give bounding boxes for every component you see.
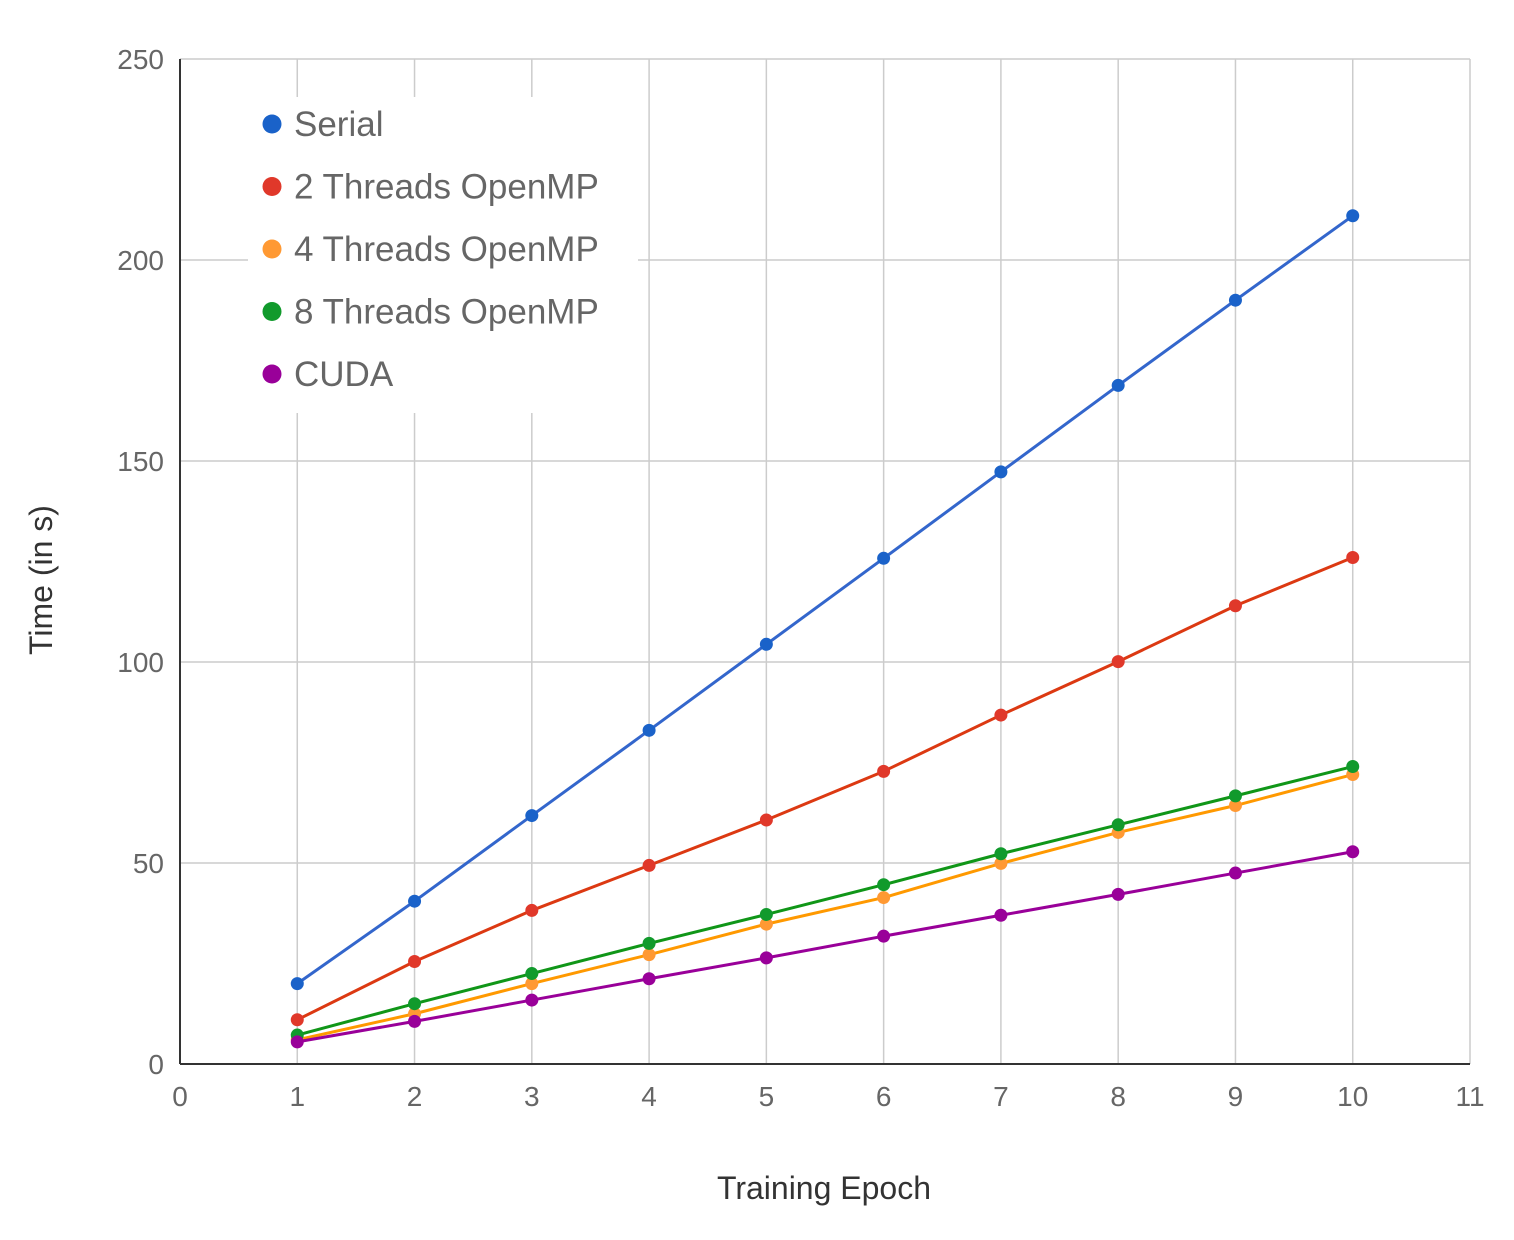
data-point <box>408 954 422 968</box>
y-tick-label: 0 <box>148 1049 164 1080</box>
data-point <box>877 891 891 905</box>
axes <box>179 59 1470 1065</box>
y-axis-title: Time (in s) <box>23 505 59 655</box>
data-point <box>1346 760 1360 774</box>
data-point <box>408 997 422 1011</box>
data-point <box>525 903 539 917</box>
data-point <box>642 858 656 872</box>
legend-label: Serial <box>294 105 383 144</box>
legend-marker <box>262 302 282 321</box>
data-point <box>290 1013 304 1027</box>
data-point <box>877 929 891 943</box>
data-point <box>408 1014 422 1028</box>
x-axis-title: Training Epoch <box>717 1170 931 1206</box>
data-point <box>525 993 539 1007</box>
data-point <box>1346 209 1360 223</box>
x-tick-label: 6 <box>876 1081 892 1112</box>
series-line <box>296 773 1354 1042</box>
data-point <box>290 977 304 991</box>
x-tick-label: 8 <box>1110 1081 1126 1112</box>
series-2-threads-openmp <box>290 550 1360 1027</box>
data-point <box>1228 866 1242 880</box>
series-4-threads-openmp <box>290 768 1360 1047</box>
series-cuda <box>290 845 1360 1049</box>
legend-background <box>248 97 638 413</box>
x-tick-label: 0 <box>172 1081 188 1112</box>
data-point <box>642 948 656 962</box>
series-line <box>296 765 1354 1037</box>
data-point <box>1346 845 1360 859</box>
legend-label: 8 Threads OpenMP <box>294 293 599 332</box>
data-point <box>994 708 1008 722</box>
x-tick-label: 2 <box>407 1081 423 1112</box>
legend-marker <box>262 177 282 196</box>
series-line <box>296 214 1354 985</box>
data-point <box>525 967 539 981</box>
data-point <box>642 972 656 986</box>
data-point <box>994 847 1008 861</box>
x-tick-label: 11 <box>1455 1081 1484 1112</box>
x-tick-label: 3 <box>524 1081 540 1112</box>
x-tick-label: 4 <box>641 1081 657 1112</box>
legend-label: 4 Threads OpenMP <box>294 230 599 269</box>
data-point <box>994 908 1008 922</box>
data-point <box>994 856 1008 870</box>
series-serial <box>290 209 1360 991</box>
y-tick-label: 100 <box>117 647 164 678</box>
legend-label: CUDA <box>294 355 394 394</box>
tick-labels: 0 1 2 3 4 5 6 7 8 9 10 11 0 50 100 150 200 250 <box>117 44 1484 1112</box>
x-tick-label: 7 <box>993 1081 1009 1112</box>
data-point <box>525 809 539 823</box>
data-point <box>1228 293 1242 307</box>
x-tick-label: 5 <box>759 1081 775 1112</box>
legend: Serial 2 Threads OpenMP 4 Threads OpenMP 8 … <box>248 97 638 413</box>
data-point <box>1346 550 1360 564</box>
legend-label: 2 Threads OpenMP <box>294 168 599 207</box>
data-point <box>1111 378 1125 392</box>
legend-marker <box>262 239 282 259</box>
data-point <box>1111 887 1125 901</box>
data-point <box>759 917 773 931</box>
y-tick-label: 150 <box>117 446 164 477</box>
data-point <box>1228 799 1242 813</box>
data-point <box>877 878 891 892</box>
data-point <box>759 637 773 651</box>
y-tick-label: 200 <box>117 245 164 276</box>
data-point <box>408 894 422 908</box>
data-point <box>1228 599 1242 613</box>
x-tick-label: 1 <box>289 1081 305 1112</box>
data-point <box>877 551 891 565</box>
data-point <box>642 936 656 950</box>
series-8-threads-openmp <box>290 760 1360 1042</box>
data-point <box>525 977 539 991</box>
series-line <box>297 850 1353 1044</box>
data-point <box>994 465 1008 479</box>
series-group <box>290 209 1360 1049</box>
data-point <box>642 723 656 737</box>
legend-marker <box>262 114 282 134</box>
data-point <box>1111 655 1125 669</box>
y-tick-label: 50 <box>133 848 164 879</box>
data-point <box>290 1035 304 1049</box>
x-tick-label: 10 <box>1337 1081 1368 1112</box>
y-tick-label: 250 <box>117 44 164 75</box>
legend-marker <box>262 364 282 384</box>
x-tick-label: 9 <box>1228 1081 1244 1112</box>
series-line <box>296 556 1354 1022</box>
data-point <box>759 951 773 965</box>
data-point <box>877 764 891 778</box>
data-point <box>759 813 773 827</box>
data-point <box>759 907 773 921</box>
data-point <box>1111 818 1125 832</box>
data-point <box>1228 789 1242 803</box>
